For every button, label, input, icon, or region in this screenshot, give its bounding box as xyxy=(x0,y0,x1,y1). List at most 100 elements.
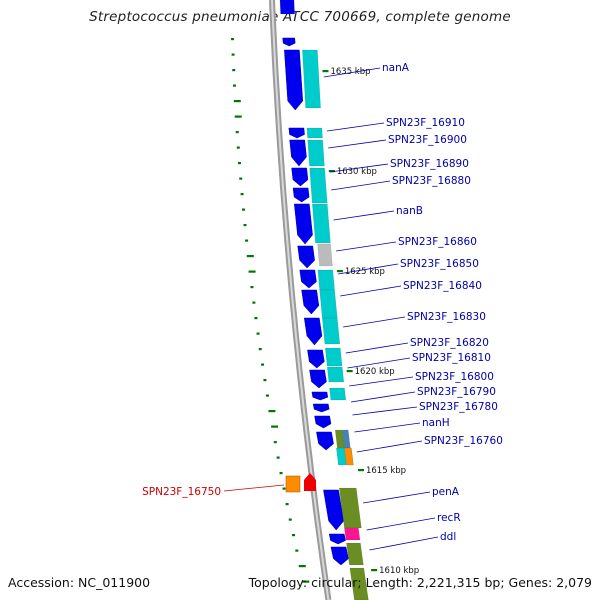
rna-feature xyxy=(319,289,338,319)
cds-arrow xyxy=(311,391,329,401)
gc-tick xyxy=(265,394,269,397)
label-leader xyxy=(363,491,431,504)
cds-arrow xyxy=(328,533,346,545)
label-leader xyxy=(366,517,436,531)
gc-tick xyxy=(288,518,292,521)
tick-label: 1630 kbp xyxy=(337,167,377,177)
accession-text: Accession: NC_011900 xyxy=(8,575,151,590)
misc-feature xyxy=(349,567,369,600)
gene-label: SPN23F_16880 xyxy=(392,175,471,187)
gc-tick xyxy=(271,425,279,428)
rna-feature xyxy=(317,269,335,291)
cds-arrow xyxy=(284,49,304,111)
gene-label: SPN23F_16910 xyxy=(386,117,465,129)
gene-label: SPN23F_16800 xyxy=(415,371,494,383)
gene-label: recR xyxy=(437,512,461,524)
rna-feature xyxy=(324,347,343,367)
gene-label: SPN23F_16890 xyxy=(390,158,469,170)
gc-tick xyxy=(248,270,256,273)
gc-tick xyxy=(240,193,244,196)
genome-summary-text: Topology: circular; Length: 2,221,315 bp… xyxy=(248,575,592,590)
label-leader xyxy=(345,342,409,354)
cds-arrow xyxy=(288,127,305,139)
label-leader xyxy=(331,180,391,191)
gc-tick xyxy=(235,131,239,134)
scale-tick xyxy=(346,370,353,373)
gc-tick xyxy=(241,208,245,211)
gene-label: nanB xyxy=(396,205,423,217)
highlight-feature xyxy=(304,473,316,491)
gc-tick xyxy=(232,84,236,87)
scale-tick xyxy=(336,270,343,273)
gc-tick xyxy=(254,317,258,320)
gc-tick xyxy=(263,379,267,382)
tick-label: 1615 kbp xyxy=(366,466,406,476)
cds-arrow xyxy=(299,269,317,289)
gc-tick xyxy=(276,456,280,459)
rna-feature xyxy=(302,49,321,109)
gc-tick xyxy=(246,255,254,258)
label-leader xyxy=(347,357,411,369)
gene-label: ddl xyxy=(440,531,456,543)
tick-label: 1635 kbp xyxy=(330,67,370,77)
gc-tick xyxy=(302,580,310,583)
label-leader xyxy=(369,536,439,551)
gc-tick xyxy=(250,286,254,289)
gc-tick xyxy=(256,332,260,335)
label-leader xyxy=(329,163,389,173)
misc-feature xyxy=(338,487,362,529)
gc-tick xyxy=(243,224,247,227)
gc-tick xyxy=(231,53,235,56)
gc-tick xyxy=(298,565,306,568)
label-leader xyxy=(338,263,399,275)
cds-arrow xyxy=(314,415,332,429)
gc-tick xyxy=(258,348,262,351)
gene-label: penA xyxy=(432,486,460,498)
cds-arrow xyxy=(312,403,330,413)
map-title: Streptococcus pneumoniae ATCC 700669, co… xyxy=(89,9,511,25)
gc-tick xyxy=(295,549,299,552)
gc-tick xyxy=(252,301,256,304)
gene-label: SPN23F_16810 xyxy=(412,352,491,364)
label-leader xyxy=(328,139,387,149)
label-leader xyxy=(336,241,397,252)
gene-label: SPN23F_16790 xyxy=(417,386,496,398)
gene-label: SPN23F_16760 xyxy=(424,435,503,447)
gc-tick xyxy=(245,239,249,242)
cds-arrow xyxy=(292,187,310,203)
cds-arrow xyxy=(303,317,323,346)
gc-tick xyxy=(233,100,241,103)
cds-arrow xyxy=(330,546,349,566)
gc-tick xyxy=(261,363,265,366)
feature-tracks xyxy=(279,0,369,600)
cds-arrow xyxy=(301,289,320,315)
gc-tick xyxy=(232,69,236,72)
highlight-feature xyxy=(285,475,301,493)
gc-tick xyxy=(268,410,276,413)
backbone-highlight xyxy=(271,0,330,600)
cds-arrow xyxy=(294,203,313,245)
rna-feature xyxy=(326,366,345,383)
cds-block xyxy=(279,0,295,15)
cds-arrow xyxy=(291,167,309,187)
pseudo-feature xyxy=(317,243,333,267)
scale-tick xyxy=(328,170,335,173)
gene-label: SPN23F_16860 xyxy=(398,236,477,248)
label-leader xyxy=(323,67,381,78)
cds-arrow xyxy=(307,349,325,369)
scale-tick xyxy=(371,569,378,572)
gc-tick xyxy=(285,503,289,506)
cds-arrow xyxy=(282,37,296,47)
scale-tick xyxy=(322,70,329,73)
gene-label: SPN23F_16820 xyxy=(410,337,489,349)
scale-tick xyxy=(357,469,364,472)
label-leader xyxy=(356,440,423,453)
rna-feature xyxy=(306,127,323,139)
gc-tick xyxy=(282,487,286,490)
cds-arrow xyxy=(297,245,315,269)
tick-label: 1625 kbp xyxy=(345,267,385,277)
scale-ticks: 1635 kbp 1630 kbp 1625 kbp 1620 kbp 1615 kbp… xyxy=(322,67,419,576)
gc-tick xyxy=(292,534,296,537)
gc-content-track xyxy=(231,38,310,583)
label-leader xyxy=(340,285,402,297)
